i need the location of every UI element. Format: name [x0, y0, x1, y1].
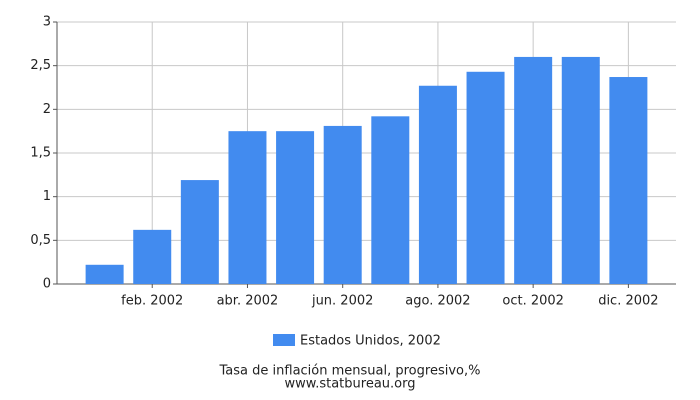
y-tick-label: 3 [43, 15, 51, 30]
legend-label: Estados Unidos, 2002 [300, 334, 441, 349]
x-tick-label: abr. 2002 [217, 294, 279, 309]
bar [561, 56, 600, 284]
bar [228, 131, 267, 284]
x-tick-label: oct. 2002 [502, 294, 564, 309]
x-tick-label: ago. 2002 [405, 294, 470, 309]
y-tick-label: 0 [43, 277, 51, 292]
source: www.statbureau.org [285, 377, 416, 392]
y-tick-label: 0,5 [30, 233, 51, 248]
chart-title: Tasa de inflación mensual, progresivo,% [219, 364, 481, 379]
bar [323, 125, 362, 284]
bar [180, 180, 219, 284]
bar [85, 264, 124, 284]
x-tick-label: dic. 2002 [598, 294, 658, 309]
legend-swatch [273, 334, 295, 346]
y-tick-label: 2,5 [30, 58, 51, 73]
bar [466, 71, 505, 284]
bar [276, 131, 315, 284]
y-tick-label: 2 [43, 102, 51, 117]
bar [133, 229, 172, 284]
bar [609, 77, 648, 285]
y-tick-label: 1 [43, 189, 51, 204]
y-tick-label: 1,5 [30, 146, 51, 161]
bar [514, 56, 553, 284]
x-tick-label: jun. 2002 [311, 294, 373, 309]
bar [371, 116, 410, 284]
bar [418, 85, 457, 285]
x-tick-label: feb. 2002 [121, 294, 183, 309]
